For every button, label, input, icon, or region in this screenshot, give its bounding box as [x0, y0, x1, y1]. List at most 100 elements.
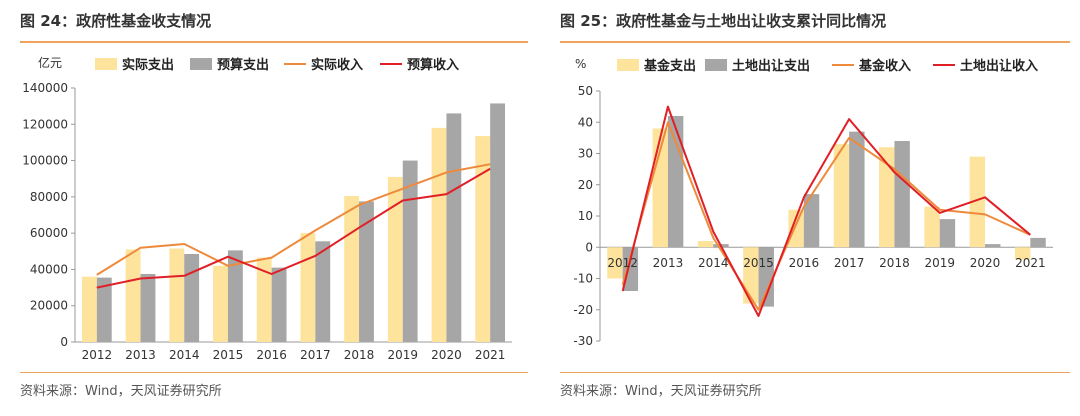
figure-title: 图 24：政府性基金收支情况	[20, 12, 212, 30]
y-tick-label: 80000	[30, 190, 68, 204]
source-note: 资料来源：Wind，天风证券研究所	[560, 384, 762, 399]
y-tick-label: 50	[578, 84, 593, 98]
figure-24-panel: 图 24：政府性基金收支情况 亿元 0 20000 40000 60000 80000 10…	[20, 12, 528, 399]
bar-基金支出	[969, 156, 986, 248]
legend-label: 基金支出	[643, 58, 696, 74]
title-rule	[560, 41, 1070, 43]
legend-swatch	[95, 58, 117, 70]
y-tick-label: 10	[578, 209, 593, 223]
y-tick-label: -30	[573, 334, 593, 348]
legend-label: 基金收入	[858, 58, 911, 74]
line-土地出让收入	[621, 105, 1031, 317]
bar-实际支出	[431, 127, 447, 343]
figure-title: 图 25：政府性基金与土地出让收支累计同比情况	[560, 12, 887, 30]
bar-预算支出	[402, 160, 418, 342]
y-tick-label: 0	[60, 335, 68, 349]
x-tick-label: 2013	[653, 256, 684, 270]
legend-swatch	[617, 59, 639, 71]
x-tick-label: 2014	[698, 256, 729, 270]
bar-基金支出	[924, 206, 940, 248]
x-tick-label: 2019	[387, 348, 418, 362]
bar-基金支出	[788, 209, 804, 248]
x-tick-label: 2012	[82, 348, 113, 362]
legend-swatch	[190, 58, 212, 70]
bar-基金支出	[1014, 247, 1031, 260]
source-rule	[560, 372, 1070, 373]
figure-25-panel: 图 25：政府性基金与土地出让收支累计同比情况 % -30 -20 -10 0 10 20 3…	[545, 0, 1080, 416]
source-rule	[20, 372, 528, 373]
x-tick-label: 2017	[834, 256, 865, 270]
legend-label: 预算收入	[407, 57, 459, 73]
legend-label: 预算支出	[217, 57, 269, 73]
bar-预算支出	[271, 267, 287, 342]
y-tick-label: -10	[573, 272, 593, 286]
legend-swatch	[705, 59, 727, 71]
bar-土地出让支出	[758, 247, 774, 307]
bar-实际支出	[300, 233, 316, 342]
legend-label: 实际收入	[311, 57, 363, 73]
bar-预算支出	[359, 201, 374, 342]
line-实际收入	[96, 163, 491, 276]
bar-实际支出	[344, 195, 360, 342]
y-tick-label: -20	[573, 303, 593, 317]
bar-预算支出	[315, 241, 331, 342]
y-tick-label: 30	[578, 147, 593, 161]
line-预算收入	[96, 167, 491, 289]
x-tick-label: 2012	[607, 256, 638, 270]
bar-实际支出	[81, 276, 97, 342]
unit-label: 亿元	[38, 55, 62, 70]
x-tick-label: 2016	[256, 348, 287, 362]
x-tick-label: 2015	[743, 256, 774, 270]
x-tick-label: 2015	[213, 348, 244, 362]
x-tick-label: 2019	[924, 256, 955, 270]
y-tick-label: 140000	[22, 81, 68, 95]
bar-实际支出	[256, 257, 272, 342]
bar-基金支出	[607, 247, 623, 279]
x-tick-label: 2018	[344, 348, 375, 362]
bar-土地出让支出	[939, 219, 956, 248]
bar-预算支出	[140, 273, 156, 342]
y-tick-label: 20	[578, 178, 593, 192]
bar-土地出让支出	[849, 131, 865, 248]
bar-土地出让支出	[667, 116, 684, 248]
bar-基金支出	[833, 144, 850, 248]
bar-土地出让支出	[985, 244, 1001, 248]
bar-预算支出	[446, 113, 462, 343]
chart-yoy-growth: % -30 -20 -10 0 10 20 30 40 50 2012 2013 2014 2015 201…	[573, 57, 1053, 348]
bar-土地出让支出	[622, 247, 639, 291]
bar-土地出让支出	[1030, 237, 1046, 248]
x-tick-label: 2016	[789, 256, 820, 270]
bar-实际支出	[125, 249, 141, 342]
x-tick-label: 2018	[879, 256, 910, 270]
line-基金收入	[621, 121, 1031, 311]
y-tick-label: 60000	[30, 226, 68, 240]
bar-实际支出	[387, 176, 403, 342]
x-tick-label: 2021	[475, 348, 506, 362]
x-tick-label: 2013	[125, 348, 156, 362]
legend-label: 土地出让收入	[960, 58, 1038, 74]
bar-土地出让支出	[894, 141, 910, 248]
bar-基金支出	[652, 128, 668, 248]
y-tick-label: 120000	[22, 117, 68, 131]
y-tick-label: 40	[578, 115, 593, 129]
bar-实际支出	[475, 136, 491, 342]
source-note: 资料来源：Wind，天风证券研究所	[20, 384, 222, 399]
x-tick-label: 2020	[970, 256, 1001, 270]
y-tick-label: 100000	[22, 154, 68, 168]
chart-fund-revenue-expenditure: 亿元 0 20000 40000 60000 80000 100000 120000 14000…	[22, 55, 512, 362]
legend-label: 土地出让支出	[732, 58, 810, 74]
x-tick-label: 2021	[1015, 256, 1046, 270]
unit-label: %	[575, 57, 586, 71]
title-rule	[20, 41, 528, 43]
y-tick-label: 20000	[30, 299, 68, 313]
bar-预算支出	[184, 254, 200, 342]
bar-基金支出	[879, 147, 895, 248]
bar-预算支出	[227, 250, 243, 342]
x-tick-label: 2020	[431, 348, 462, 362]
bar-基金支出	[743, 247, 759, 304]
x-tick-label: 2014	[169, 348, 200, 362]
x-tick-label: 2017	[300, 348, 331, 362]
bar-实际支出	[213, 265, 228, 342]
bar-土地出让支出	[803, 194, 820, 248]
y-tick-label: 40000	[30, 262, 68, 276]
